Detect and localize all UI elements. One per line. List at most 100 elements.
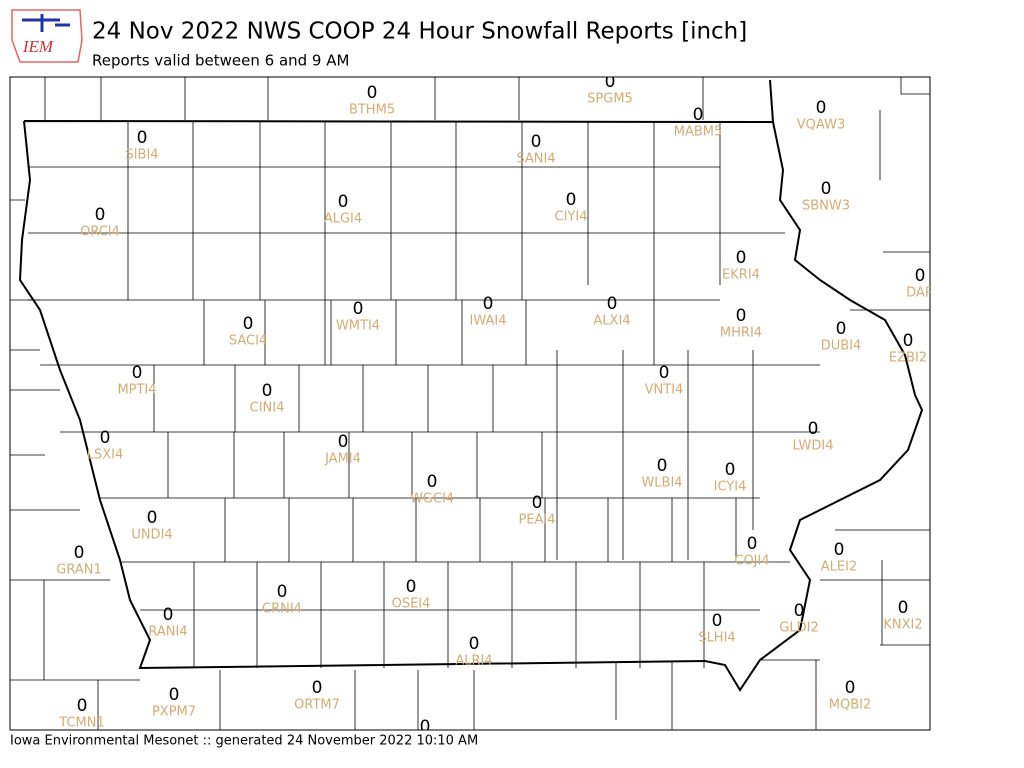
logo-text: IEM [22, 37, 54, 56]
title: 24 Nov 2022 NWS COOP 24 Hour Snowfall Re… [92, 19, 747, 45]
station-id: MQBI2 [829, 698, 871, 713]
station-id: CINI4 [250, 401, 285, 416]
station-value: 0 [169, 685, 180, 705]
station-id: VQAW3 [797, 118, 845, 133]
station-value: 0 [794, 601, 805, 621]
station-value: 0 [420, 717, 431, 737]
station-id: BTHM5 [349, 103, 395, 118]
station-value: 0 [605, 72, 616, 92]
station-value: 0 [277, 582, 288, 602]
station-value: 0 [367, 83, 378, 103]
station-id: GRAN1 [56, 563, 101, 578]
map-frame [9, 76, 931, 731]
station-id: IWAI4 [470, 314, 507, 329]
station-value: 0 [808, 419, 819, 439]
station-id: ORTM7 [294, 698, 340, 713]
station-id: JAMI4 [324, 452, 361, 467]
station-value: 0 [657, 456, 668, 476]
station-id: WGCI4 [410, 492, 454, 507]
station-value: 0 [607, 294, 618, 314]
station-id: SLHI4 [698, 631, 735, 646]
station-id: ORCI4 [80, 225, 120, 240]
station-id: SPGM5 [587, 92, 633, 107]
station-id: EKRI4 [722, 268, 760, 283]
footer: Iowa Environmental Mesonet :: generated … [10, 734, 478, 749]
subtitle: Reports valid between 6 and 9 AM [92, 52, 349, 70]
station-value: 0 [821, 179, 832, 199]
map-base [10, 77, 930, 730]
station-id: SACI4 [229, 334, 267, 349]
station-value: 0 [725, 460, 736, 480]
station-value: 0 [712, 611, 723, 631]
station-value: 0 [469, 634, 480, 654]
station-value: 0 [566, 190, 577, 210]
station-value: 0 [312, 678, 323, 698]
station-id: COJI4 [734, 554, 769, 569]
station-value: 0 [262, 381, 273, 401]
station-value: 0 [95, 205, 106, 225]
station-id: WLBI4 [641, 476, 682, 491]
station-id: LSXI4 [87, 448, 124, 463]
station-id: DUBI4 [821, 339, 862, 354]
station-value: 0 [834, 540, 845, 560]
station-value: 0 [816, 98, 827, 118]
station-id: SANI4 [516, 152, 555, 167]
station-value: 0 [353, 299, 364, 319]
station-id: ALRI4 [455, 654, 492, 669]
station-id: PEAI4 [518, 513, 555, 528]
station-id: VNTI4 [645, 383, 684, 398]
station-value: 0 [147, 508, 158, 528]
station-value: 0 [100, 428, 111, 448]
station-value: 0 [915, 266, 926, 286]
station-id: MHRI4 [720, 326, 762, 341]
station-value: 0 [427, 472, 438, 492]
station-id: SBNW3 [802, 199, 850, 214]
station-id: SIBI4 [125, 148, 158, 163]
iowa-border [18, 79, 924, 692]
station-id: EZBI2 [889, 351, 927, 366]
station-value: 0 [338, 192, 349, 212]
station-id: LWDI4 [792, 439, 833, 454]
station-value: 0 [836, 319, 847, 339]
station-value: 0 [659, 363, 670, 383]
station-id: MABM5 [674, 125, 723, 140]
station-id: GLDI2 [779, 621, 818, 636]
station-value: 0 [736, 248, 747, 268]
station-value: 0 [693, 105, 704, 125]
station-id: WMTI4 [336, 319, 380, 334]
station-id: RANI4 [148, 625, 187, 640]
station-value: 0 [531, 132, 542, 152]
station-value: 0 [747, 534, 758, 554]
station-id: TCMN1 [58, 716, 104, 731]
station-value: 0 [406, 577, 417, 597]
station-id: CIYI4 [555, 210, 588, 225]
station-value: 0 [736, 306, 747, 326]
station-id: ALEI2 [821, 560, 857, 575]
station-id: OSEI4 [392, 597, 431, 612]
station-id: KNXI2 [883, 618, 922, 633]
station-value: 0 [243, 314, 254, 334]
station-id: UNDI4 [131, 528, 172, 543]
station-value: 0 [74, 543, 85, 563]
station-id: DAR [906, 286, 934, 301]
station-id: CRNI4 [262, 602, 302, 617]
station-id: ALGI4 [324, 212, 362, 227]
station-value: 0 [163, 605, 174, 625]
station-value: 0 [132, 363, 143, 383]
stations: 0BTHM50SPGM50MABM50VQAW30SIBI40SANI40SBN… [56, 72, 934, 737]
station-value: 0 [483, 294, 494, 314]
station-value: 0 [898, 598, 909, 618]
station-id: PXPM7 [152, 705, 196, 720]
station-value: 0 [903, 331, 914, 351]
station-value: 0 [845, 678, 856, 698]
station-id: ICYI4 [714, 480, 747, 495]
logo: IEM [11, 9, 83, 63]
station-value: 0 [137, 128, 148, 148]
station-id: MPTI4 [117, 383, 156, 398]
station-id: ALXI4 [593, 314, 630, 329]
station-value: 0 [338, 432, 349, 452]
station-value: 0 [532, 493, 543, 513]
station-value: 0 [77, 696, 88, 716]
